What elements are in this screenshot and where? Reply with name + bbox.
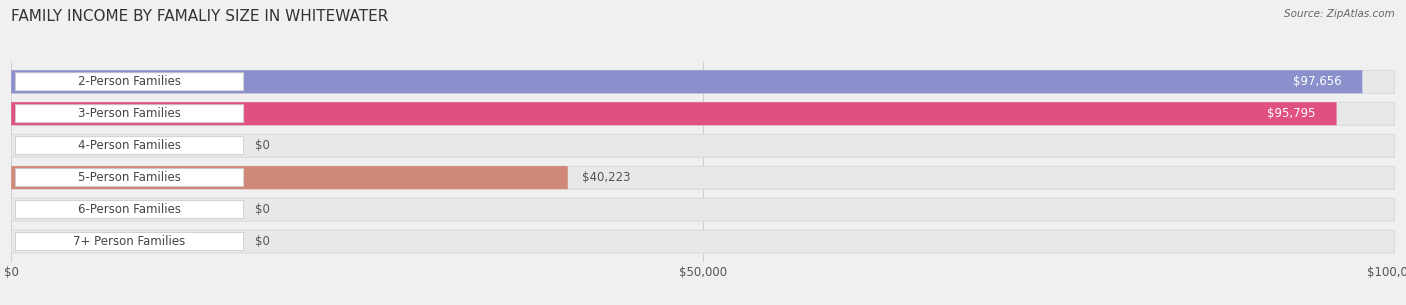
PathPatch shape: [15, 201, 243, 219]
Text: 7+ Person Families: 7+ Person Families: [73, 235, 186, 248]
Text: 3-Person Families: 3-Person Families: [79, 107, 181, 120]
Text: 4-Person Families: 4-Person Families: [79, 139, 181, 152]
PathPatch shape: [11, 70, 1362, 93]
PathPatch shape: [11, 70, 1395, 93]
Text: 5-Person Families: 5-Person Families: [79, 171, 181, 184]
Text: 6-Person Families: 6-Person Families: [79, 203, 181, 216]
PathPatch shape: [11, 134, 1395, 157]
PathPatch shape: [11, 198, 1395, 221]
Text: $0: $0: [254, 139, 270, 152]
PathPatch shape: [11, 102, 1395, 125]
Text: 2-Person Families: 2-Person Families: [79, 75, 181, 88]
Text: $95,795: $95,795: [1267, 107, 1316, 120]
PathPatch shape: [11, 102, 1337, 125]
Text: $97,656: $97,656: [1294, 75, 1341, 88]
PathPatch shape: [15, 105, 243, 123]
PathPatch shape: [11, 166, 568, 189]
Text: $0: $0: [254, 203, 270, 216]
PathPatch shape: [11, 166, 1395, 189]
Text: Source: ZipAtlas.com: Source: ZipAtlas.com: [1284, 9, 1395, 19]
PathPatch shape: [15, 169, 243, 187]
Text: $0: $0: [254, 235, 270, 248]
PathPatch shape: [15, 73, 243, 91]
Text: $40,223: $40,223: [582, 171, 630, 184]
PathPatch shape: [11, 230, 1395, 253]
PathPatch shape: [15, 137, 243, 155]
Text: FAMILY INCOME BY FAMALIY SIZE IN WHITEWATER: FAMILY INCOME BY FAMALIY SIZE IN WHITEWA…: [11, 9, 388, 24]
PathPatch shape: [15, 232, 243, 250]
